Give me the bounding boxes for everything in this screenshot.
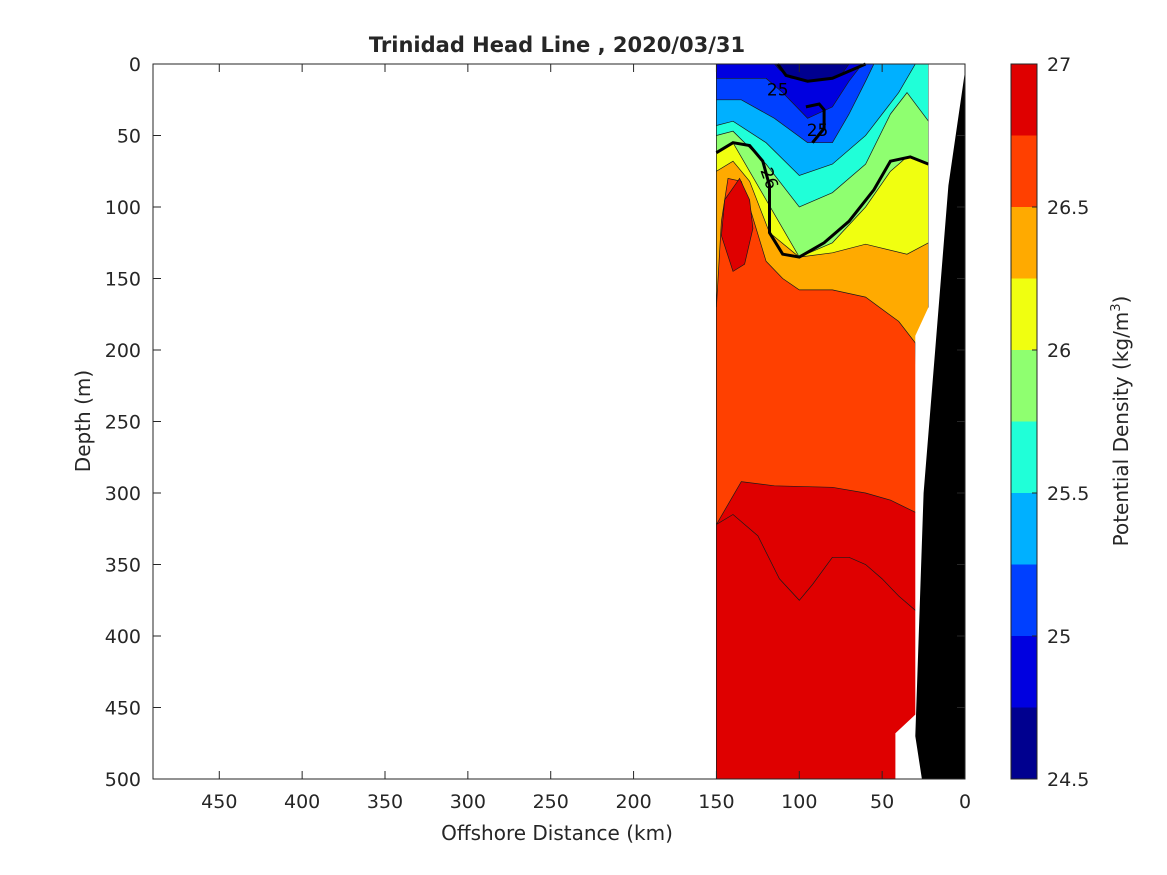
y-tick-label: 200 bbox=[105, 340, 141, 362]
colorbar-tick-label: 25.5 bbox=[1047, 483, 1089, 505]
colorbar bbox=[1010, 63, 1038, 780]
contour-line-25-inner bbox=[805, 102, 826, 144]
colorbar-band bbox=[1011, 64, 1037, 136]
y-tick-label: 500 bbox=[105, 769, 141, 791]
bold-contour-lines bbox=[715, 62, 930, 259]
colorbar-label: Potential Density (kg/m3) bbox=[1109, 296, 1133, 547]
colorbar-tick-label: 26.5 bbox=[1047, 197, 1089, 219]
colorbar-tick-label: 25 bbox=[1047, 626, 1071, 648]
y-tick-label: 50 bbox=[117, 126, 141, 148]
x-tick-label: 50 bbox=[870, 791, 894, 813]
colorbar-band bbox=[1011, 207, 1037, 279]
y-tick-label: 250 bbox=[105, 412, 141, 434]
y-tick-label: 300 bbox=[105, 483, 141, 505]
x-tick-label: 150 bbox=[698, 791, 734, 813]
bathymetry-seafloor bbox=[895, 64, 965, 779]
colorbar-band bbox=[1011, 707, 1037, 779]
y-tick-label: 400 bbox=[105, 626, 141, 648]
y-tick-label: 450 bbox=[105, 698, 141, 720]
x-axis-ticks: 450 400 350 300 250 200 150 100 50 0 bbox=[201, 64, 971, 813]
contour-line-25-top bbox=[776, 62, 867, 83]
x-tick-label: 200 bbox=[615, 791, 651, 813]
x-tick-label: 100 bbox=[781, 791, 817, 813]
colorbar-frame bbox=[1010, 63, 1038, 780]
x-tick-label: 400 bbox=[284, 791, 320, 813]
seafloor bbox=[915, 71, 965, 779]
contour-line-26 bbox=[715, 141, 930, 259]
y-axis-label: Depth (m) bbox=[71, 370, 95, 472]
chart-title: Trinidad Head Line , 2020/03/31 bbox=[369, 33, 745, 57]
x-tick-label: 0 bbox=[959, 791, 971, 813]
y-tick-label: 350 bbox=[105, 555, 141, 577]
colorbar-tick-label: 26 bbox=[1047, 340, 1071, 362]
y-tick-label: 150 bbox=[105, 269, 141, 291]
x-tick-label: 450 bbox=[201, 791, 237, 813]
y-axis-ticks: 0 50 100 150 200 250 300 350 400 450 500 bbox=[105, 54, 965, 791]
contour-region-red-finger bbox=[721, 177, 754, 272]
y-tick-label: 100 bbox=[105, 197, 141, 219]
x-tick-label: 250 bbox=[533, 791, 569, 813]
colorbar-band bbox=[1011, 350, 1037, 422]
colorbar-band bbox=[1011, 564, 1037, 636]
colorbar-band bbox=[1011, 135, 1037, 207]
colorbar-ticks: 24.5 25 25.5 26 26.5 27 bbox=[1032, 54, 1089, 791]
colorbar-band bbox=[1011, 493, 1037, 565]
colorbar-tick-label: 27 bbox=[1047, 54, 1071, 76]
y-tick-label: 0 bbox=[129, 54, 141, 76]
colorbar-band bbox=[1011, 636, 1037, 708]
x-tick-label: 350 bbox=[367, 791, 403, 813]
contour-label: 25 bbox=[767, 81, 789, 101]
contour-fill-layer bbox=[716, 63, 929, 780]
colorbar-band bbox=[1011, 421, 1037, 493]
contour-label: 25 bbox=[807, 121, 829, 141]
x-axis-label: Offshore Distance (km) bbox=[441, 821, 673, 845]
x-tick-label: 300 bbox=[450, 791, 486, 813]
colorbar-band bbox=[1011, 278, 1037, 350]
colorbar-tick-label: 24.5 bbox=[1047, 769, 1089, 791]
